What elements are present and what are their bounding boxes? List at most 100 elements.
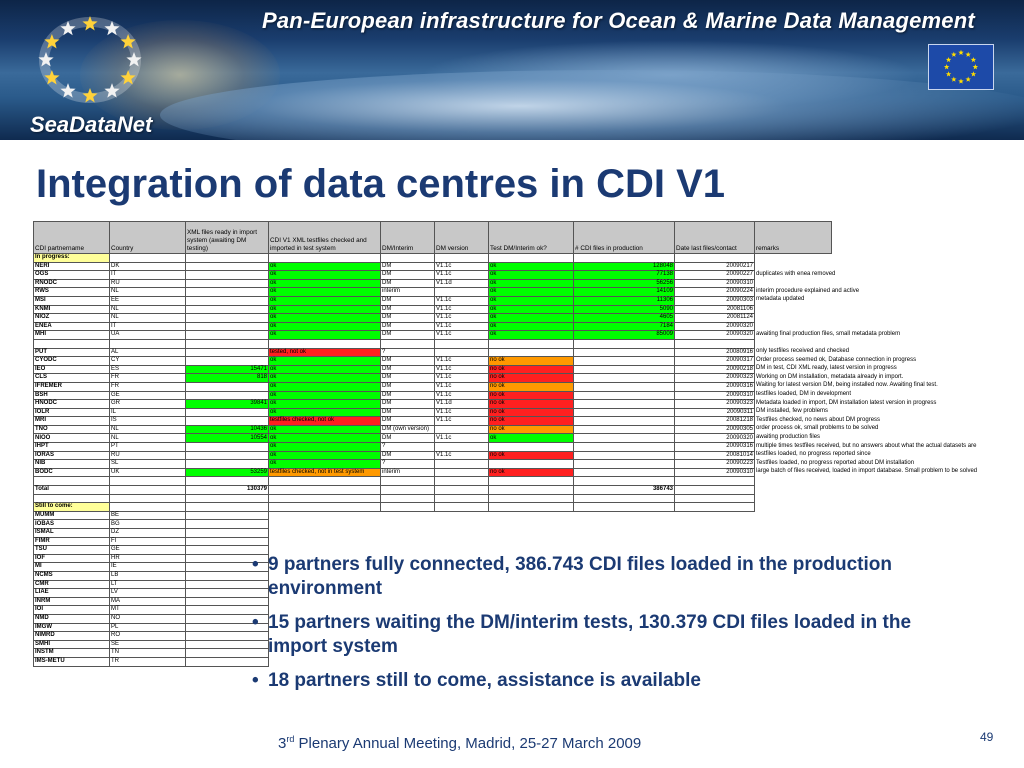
table-cell: [674, 485, 755, 495]
table-cell: [488, 485, 574, 495]
table-cell: NL: [109, 304, 186, 315]
table-cell: [109, 338, 186, 349]
table-cell: DM: [380, 356, 435, 366]
partner-name-cell: IMS-METU: [33, 656, 110, 667]
table-cell: V1.1c: [434, 373, 489, 383]
remark-cell: testfiles loaded, no progress reported s…: [755, 451, 871, 460]
table-cell: 20081124: [674, 313, 755, 323]
partner-name-cell: MSI: [33, 295, 110, 306]
table-cell: 53259: [185, 467, 269, 478]
table-cell: ok: [268, 330, 381, 340]
table-cell: 20090317: [674, 356, 755, 366]
table-cell: [434, 485, 489, 495]
table-cell: [573, 416, 675, 426]
table-row: NERI DK ok DM V1.1c ok 128048 20090217: [33, 261, 832, 272]
table-cell: ok: [268, 433, 381, 444]
table-cell: FR: [109, 373, 186, 383]
table-cell: [573, 253, 675, 263]
table-cell: [434, 459, 489, 469]
table-cell: [755, 339, 832, 348]
table-cell: [185, 313, 269, 323]
table-cell: NL: [109, 313, 186, 323]
table-cell: UK: [109, 467, 186, 478]
table-row: MRI IS testfiles checked, not ok DM V1.1c no …: [33, 416, 880, 426]
table-cell: no ok: [488, 467, 574, 478]
table-cell: 7184: [573, 321, 675, 332]
remark-text: Waiting for latest version DM, being ins…: [756, 382, 938, 389]
table-cell: GE: [109, 390, 186, 401]
table-cell: ok: [268, 381, 381, 392]
star-icon: [965, 76, 971, 82]
table-cell: [434, 338, 489, 349]
star-icon: [82, 16, 98, 31]
banner-wave-crest: [160, 70, 1024, 140]
star-icon: [972, 64, 979, 70]
partner-name-cell: NMD: [33, 613, 110, 624]
empty-cell: [269, 537, 381, 546]
star-icon: [945, 56, 952, 63]
table-cell: V1.1c: [434, 313, 489, 323]
table-row: IHPT PT ok? 20090316 multiple times testfile…: [33, 442, 976, 452]
partner-name-cell: IORAS: [33, 450, 110, 461]
partner-name-cell: OGS: [33, 270, 110, 280]
table-row: NIB SL ok? 20090223 Testfiles loaded, no pro…: [33, 459, 914, 469]
bullet-list: 9 partners fully connected, 386.743 CDI …: [252, 553, 952, 703]
remark-text: large batch of files received, loaded in…: [756, 468, 978, 475]
table-cell: RO: [109, 631, 186, 641]
remark-cell: testfiles loaded, DM in development: [755, 391, 851, 400]
empty-cell: [435, 537, 489, 546]
remark-cell: duplicates with enea removed: [755, 270, 836, 280]
table-cell: 20081014: [674, 450, 755, 461]
table-cell: 4605: [573, 313, 675, 323]
table-cell: IL: [109, 407, 186, 418]
table-cell: DM: [380, 321, 435, 332]
spacer-row: [33, 338, 832, 349]
partner-name-cell: IOI: [33, 605, 110, 615]
table-cell: 20090223: [674, 459, 755, 469]
table-cell: [185, 459, 269, 469]
table-cell: [185, 278, 269, 289]
column-header: remarks: [754, 221, 832, 254]
table-cell: [380, 502, 435, 512]
empty-cell: [755, 511, 832, 520]
partner-name-cell: SMHI: [33, 639, 110, 650]
table-cell: [185, 407, 269, 418]
column-header: Test DM/Interim ok?: [488, 221, 574, 254]
table-row: IOLR IL ok DM V1.1c no ok 20090311 DM installed…: [33, 407, 832, 418]
empty-cell: [755, 520, 832, 529]
remark-text: awaiting final production files, small m…: [756, 330, 901, 337]
empty-cell: [489, 529, 574, 538]
remark-text: Order process seemed ok, Database connec…: [756, 356, 917, 363]
empty-cell: [755, 529, 832, 538]
column-header: CDI V1 XML testfiles checked and importe…: [268, 221, 381, 254]
table-row: NIOZ NL ok DM V1.1c ok 4605 20081124: [33, 313, 832, 323]
star-icon: [943, 64, 950, 70]
empty-cell: [381, 537, 435, 546]
table-cell: V1.1c: [434, 295, 489, 306]
table-cell: BE: [109, 510, 186, 521]
table-cell: [674, 338, 755, 349]
table-cell: [488, 459, 574, 469]
table-cell: [434, 493, 489, 504]
table-cell: [33, 476, 110, 487]
remark-text: duplicates with enea removed: [756, 270, 836, 277]
table-cell: [434, 502, 489, 512]
table-cell: [185, 510, 269, 521]
table-cell: SL: [109, 459, 186, 469]
empty-cell: [269, 529, 381, 538]
table-cell: 20090311: [674, 407, 755, 418]
table-cell: 10554: [185, 433, 269, 444]
star-icon: [60, 83, 76, 98]
table-cell: DM (own version): [380, 424, 435, 435]
star-icon: [120, 34, 136, 49]
star-icon: [945, 71, 952, 77]
table-row: MHI UA ok DM V1.1c ok 85009 20090320 awaiting fi…: [33, 330, 900, 340]
star-icon: [970, 71, 977, 77]
star-icon: [965, 51, 971, 57]
table-cell: [573, 373, 675, 383]
table-cell: 15471: [185, 364, 269, 375]
table-cell: [109, 485, 186, 495]
table-row: FIMR FI: [33, 536, 832, 547]
table-cell: IT: [109, 270, 186, 280]
table-cell: [185, 261, 269, 272]
